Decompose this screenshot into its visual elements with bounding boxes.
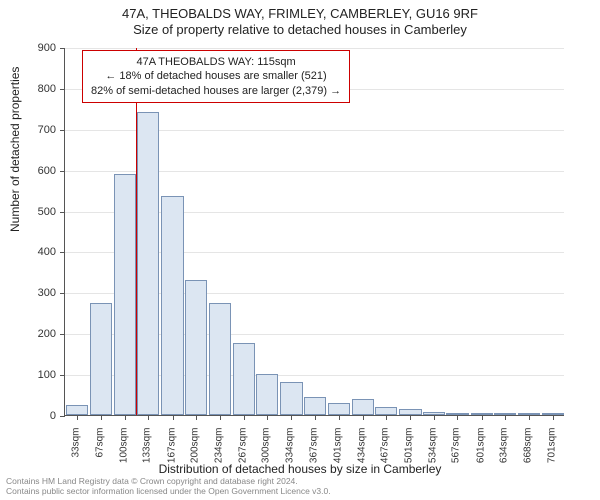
y-tick-label: 0 (0, 410, 56, 422)
y-tick-label: 800 (0, 83, 56, 95)
x-tick-label: 300sqm (261, 428, 272, 472)
y-tick-label: 900 (0, 42, 56, 54)
y-tick-label: 500 (0, 206, 56, 218)
copyright-line1: Contains HM Land Registry data © Crown c… (6, 476, 331, 486)
x-tick-mark (553, 415, 554, 420)
x-tick-mark (77, 415, 78, 420)
reference-line (136, 48, 137, 415)
x-tick-label: 133sqm (142, 428, 153, 472)
y-tick-label: 600 (0, 165, 56, 177)
x-tick-mark (339, 415, 340, 420)
title-address: 47A, THEOBALDS WAY, FRIMLEY, CAMBERLEY, … (0, 6, 600, 22)
copyright-block: Contains HM Land Registry data © Crown c… (6, 476, 331, 496)
x-tick-label: 501sqm (404, 428, 415, 472)
y-tick-label: 300 (0, 287, 56, 299)
histogram-bar (375, 407, 397, 415)
gridline (65, 48, 564, 49)
title-subtitle: Size of property relative to detached ho… (0, 22, 600, 38)
x-tick-mark (482, 415, 483, 420)
annotation-box: 47A THEOBALDS WAY: 115sqm← 18% of detach… (82, 50, 350, 103)
x-tick-label: 701sqm (546, 428, 557, 472)
x-tick-label: 601sqm (475, 428, 486, 472)
histogram-bar (114, 174, 136, 415)
histogram-bar (137, 112, 159, 415)
histogram-bar (256, 374, 278, 415)
histogram-bar (352, 399, 374, 415)
chart-plot-area (64, 48, 564, 416)
x-tick-mark (457, 415, 458, 420)
x-tick-label: 267sqm (237, 428, 248, 472)
x-tick-label: 334sqm (285, 428, 296, 472)
x-tick-mark (220, 415, 221, 420)
y-tick-mark (60, 171, 65, 172)
y-tick-mark (60, 89, 65, 90)
x-tick-mark (410, 415, 411, 420)
y-tick-mark (60, 293, 65, 294)
y-tick-mark (60, 130, 65, 131)
histogram-bar (280, 382, 302, 415)
x-tick-mark (529, 415, 530, 420)
x-tick-label: 167sqm (166, 428, 177, 472)
x-axis-label: Distribution of detached houses by size … (0, 462, 600, 476)
x-tick-mark (267, 415, 268, 420)
y-tick-label: 100 (0, 369, 56, 381)
x-tick-label: 534sqm (427, 428, 438, 472)
y-tick-mark (60, 252, 65, 253)
x-tick-mark (434, 415, 435, 420)
histogram-bar (328, 403, 350, 415)
x-tick-mark (291, 415, 292, 420)
x-tick-mark (173, 415, 174, 420)
annotation-line: 47A THEOBALDS WAY: 115sqm (91, 55, 341, 69)
y-tick-mark (60, 416, 65, 417)
chart-title-block: 47A, THEOBALDS WAY, FRIMLEY, CAMBERLEY, … (0, 0, 600, 39)
y-tick-mark (60, 334, 65, 335)
histogram-bar (161, 196, 183, 415)
x-tick-mark (101, 415, 102, 420)
x-tick-label: 567sqm (451, 428, 462, 472)
x-tick-label: 200sqm (190, 428, 201, 472)
histogram-bar (304, 397, 326, 415)
annotation-line: 82% of semi-detached houses are larger (… (91, 84, 341, 98)
x-tick-mark (148, 415, 149, 420)
x-tick-mark (244, 415, 245, 420)
x-tick-label: 100sqm (118, 428, 129, 472)
x-tick-label: 234sqm (214, 428, 225, 472)
histogram-bar (233, 343, 255, 415)
histogram-bar (66, 405, 88, 415)
histogram-bar (185, 280, 207, 415)
x-tick-label: 401sqm (333, 428, 344, 472)
y-tick-label: 700 (0, 124, 56, 136)
x-tick-label: 668sqm (523, 428, 534, 472)
x-tick-mark (363, 415, 364, 420)
x-tick-mark (125, 415, 126, 420)
y-tick-mark (60, 212, 65, 213)
y-tick-mark (60, 375, 65, 376)
x-tick-label: 367sqm (309, 428, 320, 472)
y-tick-label: 400 (0, 246, 56, 258)
x-tick-label: 67sqm (95, 428, 106, 472)
x-tick-mark (196, 415, 197, 420)
x-tick-mark (315, 415, 316, 420)
x-tick-label: 467sqm (380, 428, 391, 472)
histogram-bar (209, 303, 231, 415)
x-tick-mark (386, 415, 387, 420)
y-tick-label: 200 (0, 328, 56, 340)
histogram-bar (90, 303, 112, 415)
annotation-line: ← 18% of detached houses are smaller (52… (91, 69, 341, 83)
x-tick-label: 33sqm (71, 428, 82, 472)
y-tick-mark (60, 48, 65, 49)
copyright-line2: Contains public sector information licen… (6, 486, 331, 496)
x-tick-mark (505, 415, 506, 420)
x-tick-label: 634sqm (499, 428, 510, 472)
x-tick-label: 434sqm (356, 428, 367, 472)
